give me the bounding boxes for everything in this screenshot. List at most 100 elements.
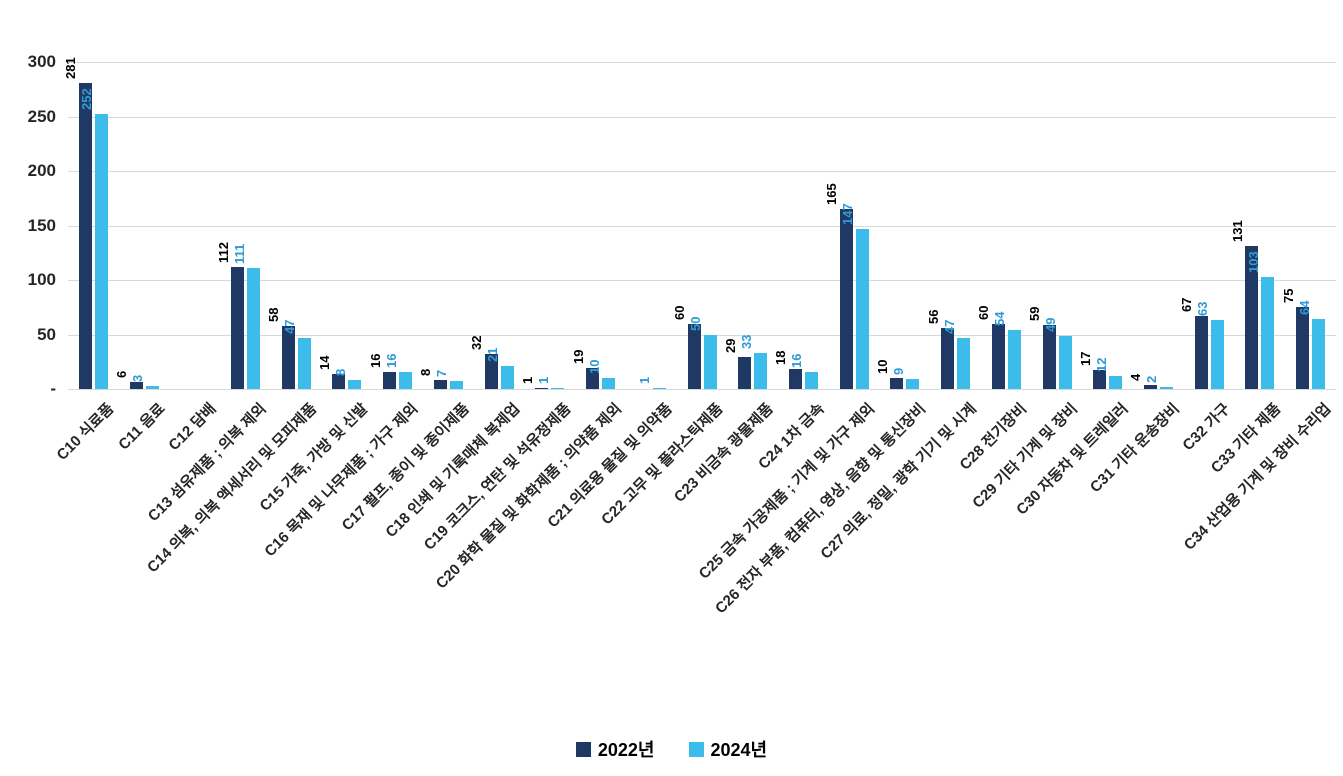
bar-2022년-cat15 xyxy=(839,209,853,389)
x-axis-category-label: C11 음료 xyxy=(114,400,169,454)
value-label-2022년-cat1: 6 xyxy=(114,371,130,379)
value-label-2022년-cat5: 14 xyxy=(316,355,332,370)
bar-2022년-cat7 xyxy=(433,380,447,389)
legend-item-2024년: 2024년 xyxy=(688,736,768,762)
bar-2024년-cat4 xyxy=(297,337,311,389)
bar-2024년-cat0 xyxy=(94,114,108,389)
bar-2024년-cat3 xyxy=(247,268,261,389)
value-label-2024년-cat0: 252 xyxy=(79,88,95,111)
value-label-2022년-cat6: 16 xyxy=(367,353,383,368)
value-label-2024년-cat7: 7 xyxy=(434,370,450,378)
bar-2024년-cat12 xyxy=(703,334,717,389)
bar-2022년-cat6 xyxy=(383,371,397,389)
legend-swatch-icon xyxy=(575,741,591,757)
value-label-2024년-cat18: 54 xyxy=(992,311,1008,327)
value-label-2022년-cat0: 281 xyxy=(63,57,79,79)
value-label-2022년-cat14: 18 xyxy=(773,350,789,366)
y-axis-tick-label: 100 xyxy=(27,270,56,289)
value-label-2022년-cat23: 131 xyxy=(1229,220,1245,243)
value-label-2024년-cat19: 49 xyxy=(1043,317,1059,332)
bar-2024년-cat8 xyxy=(500,366,514,389)
value-label-2022년-cat22: 67 xyxy=(1179,297,1195,312)
bar-2022년-cat4 xyxy=(281,325,295,389)
bar-2022년-cat13 xyxy=(738,357,752,389)
bar-2024년-cat10 xyxy=(602,378,616,389)
value-label-2024년-cat14: 16 xyxy=(789,353,805,368)
y-axis-tick-label: 150 xyxy=(27,215,56,235)
y-axis-tick-label: - xyxy=(50,379,56,398)
bar-2024년-cat23 xyxy=(1261,276,1275,389)
bar-2022년-cat9 xyxy=(535,387,549,389)
value-label-2022년-cat8: 32 xyxy=(469,335,485,351)
bar-2022년-cat24 xyxy=(1296,307,1310,389)
gridline-y-100 xyxy=(68,280,1336,281)
bar-2024년-cat18 xyxy=(1007,330,1021,389)
bar-2024년-cat9 xyxy=(551,387,565,389)
value-label-2022년-cat21: 4 xyxy=(1128,373,1144,381)
value-label-2022년-cat15: 165 xyxy=(824,183,840,206)
bar-2024년-cat22 xyxy=(1210,320,1224,389)
value-label-2024년-cat15: 147 xyxy=(840,203,856,225)
bar-2024년-cat16 xyxy=(906,379,920,389)
value-label-2024년-cat22: 63 xyxy=(1195,301,1211,317)
value-label-2024년-cat11: 1 xyxy=(637,376,653,384)
bar-2024년-cat11 xyxy=(652,387,666,389)
value-label-2024년-cat12: 50 xyxy=(688,316,703,331)
bar-2022년-cat14 xyxy=(788,369,802,389)
value-label-2024년-cat9: 1 xyxy=(535,376,551,384)
bar-2022년-cat22 xyxy=(1194,315,1208,389)
bar-2024년-cat15 xyxy=(855,228,869,389)
y-axis-tick-label: 300 xyxy=(27,52,56,71)
value-label-2024년-cat4: 47 xyxy=(282,319,298,334)
value-label-2022년-cat18: 60 xyxy=(976,305,992,320)
gridline-y-0 xyxy=(68,389,1336,390)
value-label-2022년-cat19: 59 xyxy=(1027,306,1043,321)
value-label-2022년-cat7: 8 xyxy=(418,369,434,377)
bar-2024년-cat20 xyxy=(1109,375,1123,389)
value-label-2024년-cat20: 12 xyxy=(1093,357,1109,372)
gridline-y-200 xyxy=(68,171,1336,172)
bar-2024년-cat24 xyxy=(1312,319,1326,389)
value-label-2024년-cat17: 47 xyxy=(941,319,957,334)
value-label-2024년-cat24: 64 xyxy=(1296,300,1312,316)
value-label-2022년-cat16: 10 xyxy=(874,359,890,375)
value-label-2024년-cat1: 3 xyxy=(130,374,146,382)
value-label-2022년-cat4: 58 xyxy=(266,307,282,322)
value-label-2022년-cat13: 29 xyxy=(722,338,738,354)
gridline-y-300 xyxy=(68,62,1336,63)
bar-2022년-cat16 xyxy=(890,378,904,389)
bar-2022년-cat8 xyxy=(484,354,498,389)
x-axis-category-label: C10 식료품 xyxy=(53,400,118,464)
value-label-2024년-cat5: 8 xyxy=(332,369,348,377)
bar-2024년-cat5 xyxy=(348,380,362,389)
value-label-2022년-cat3: 112 xyxy=(215,241,231,263)
legend: 2022년 2024년 xyxy=(0,736,1343,762)
bar-2022년-cat10 xyxy=(586,368,600,389)
bar-2024년-cat17 xyxy=(957,337,971,389)
bar-2022년-cat17 xyxy=(941,327,955,389)
bar-2022년-cat1 xyxy=(129,382,143,389)
legend-swatch-icon xyxy=(688,741,704,757)
value-label-2024년-cat3: 111 xyxy=(231,243,247,265)
y-axis-tick-label: 50 xyxy=(37,324,56,344)
gridline-y-50 xyxy=(68,334,1336,336)
value-label-2022년-cat24: 75 xyxy=(1280,288,1296,304)
value-label-2022년-cat12: 60 xyxy=(672,305,687,320)
y-axis-tick-label: 200 xyxy=(27,161,56,180)
value-label-2024년-cat23: 103 xyxy=(1245,251,1261,273)
x-axis-category-label: C31 기타 운송장비 xyxy=(1086,400,1183,497)
value-label-2022년-cat10: 19 xyxy=(570,349,586,365)
value-label-2024년-cat6: 16 xyxy=(383,353,399,368)
legend-label: 2024년 xyxy=(710,740,768,760)
bar-2022년-cat18 xyxy=(991,323,1005,389)
value-label-2022년-cat20: 17 xyxy=(1077,352,1093,367)
legend-item-2022년: 2022년 xyxy=(575,736,655,762)
value-label-2024년-cat16: 9 xyxy=(890,367,906,376)
bar-2024년-cat6 xyxy=(399,371,413,389)
gridline-y-150 xyxy=(68,225,1336,227)
bar-2024년-cat13 xyxy=(754,353,768,389)
bar-2022년-cat0 xyxy=(78,82,92,389)
bar-2024년-cat21 xyxy=(1159,386,1173,389)
value-label-2022년-cat9: 1 xyxy=(519,376,535,384)
bar-2024년-cat14 xyxy=(804,371,818,389)
